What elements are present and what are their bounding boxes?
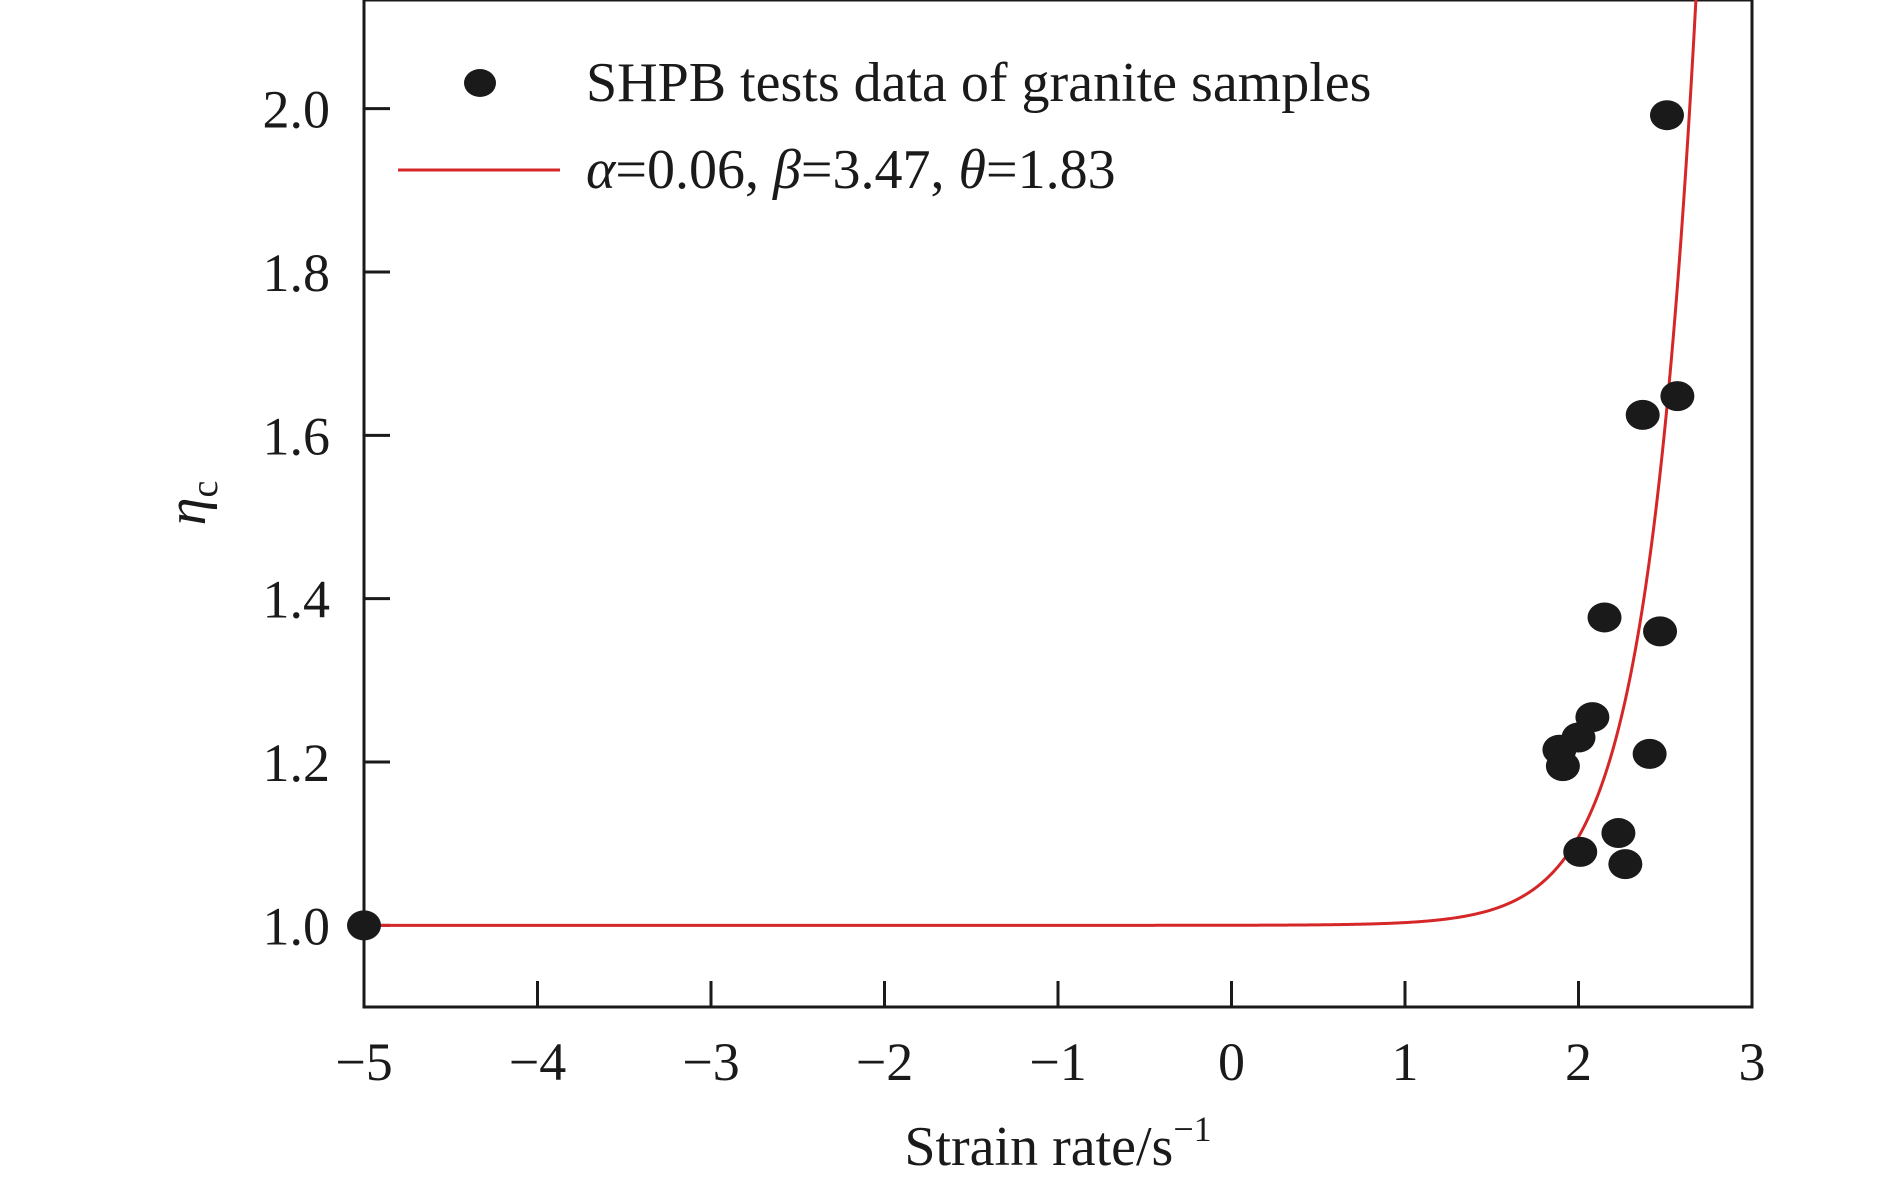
- x-tick-label: −5: [335, 1032, 392, 1092]
- x-axis-title-superscript: −1: [1173, 1109, 1211, 1149]
- y-tick-label: 1.8: [263, 243, 331, 303]
- x-tick-label: −3: [682, 1032, 739, 1092]
- x-tick-label: −1: [1029, 1032, 1086, 1092]
- x-tick-label: 3: [1739, 1032, 1766, 1092]
- y-tick-label: 1.4: [263, 570, 331, 630]
- scatter-point: [1643, 616, 1678, 647]
- y-tick-label: 1.0: [263, 896, 331, 956]
- scatter-point: [1601, 818, 1636, 849]
- y-axis: 1.0 1.2 1.4 1.6 1.8 2.0: [263, 80, 390, 956]
- x-axis-title: Strain rate/s−1: [904, 1109, 1211, 1178]
- y-tick-label: 2.0: [263, 80, 331, 140]
- scatter-point: [1608, 849, 1643, 880]
- scatter-point: [1660, 381, 1695, 412]
- scatter-point: [1632, 738, 1667, 769]
- scatter-point: [1625, 399, 1660, 430]
- legend: SHPB tests data of granite samples α=0.0…: [398, 52, 1371, 201]
- scatter-point: [1563, 836, 1598, 867]
- x-tick-label: 0: [1218, 1032, 1245, 1092]
- scatter-point: [1649, 100, 1684, 131]
- y-tick-label: 1.6: [263, 406, 331, 466]
- fit-curve-layer: [364, 0, 1698, 927]
- legend-marker-scatter: [464, 69, 496, 97]
- legend-label-scatter: SHPB tests data of granite samples: [586, 52, 1371, 114]
- scatter-point: [1587, 602, 1622, 633]
- x-tick-label: 2: [1565, 1032, 1592, 1092]
- y-axis-title: ηc: [156, 481, 226, 526]
- legend-label-fit-line: α=0.06, β=3.47, θ=1.83: [586, 139, 1116, 201]
- fit-curve-line: [364, 0, 1698, 927]
- y-axis-title-subscript: c: [184, 481, 226, 498]
- x-tick-label: −2: [856, 1032, 913, 1092]
- scatter-point: [1575, 702, 1610, 733]
- y-tick-label: 1.2: [263, 733, 331, 793]
- scatter-points-layer: [347, 100, 1695, 941]
- x-tick-label: 1: [1392, 1032, 1419, 1092]
- x-tick-label: −4: [509, 1032, 566, 1092]
- scatter-point: [1545, 751, 1580, 782]
- scatter-point: [347, 910, 381, 941]
- x-axis: −5 −4 −3 −2 −1 0 1 2 3: [335, 981, 1766, 1092]
